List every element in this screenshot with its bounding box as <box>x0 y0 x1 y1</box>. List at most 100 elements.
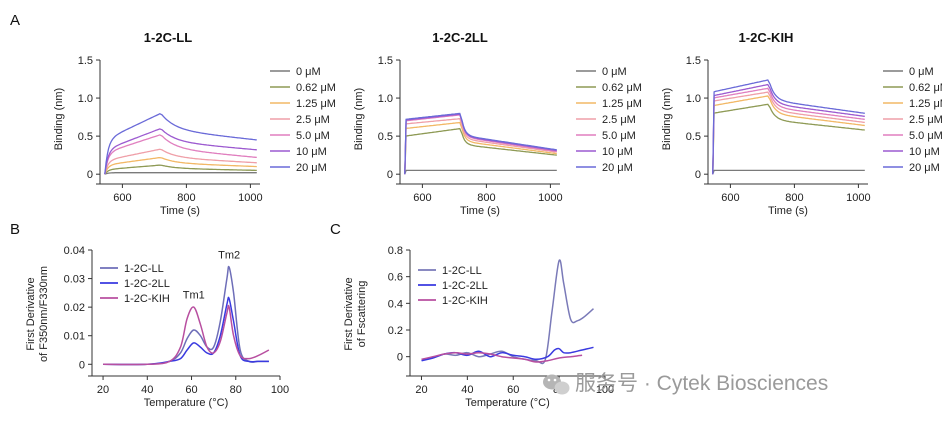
y-tick-label: 0.8 <box>388 245 403 257</box>
series-line-1-2c-2ll <box>103 296 269 366</box>
y-tick-label: 0.5 <box>378 131 393 143</box>
annotation-tm1: Tm1 <box>183 290 205 302</box>
x-tick-label: 100 <box>271 384 289 396</box>
y-tick-label: 1.0 <box>78 93 93 105</box>
x-tick-label: 800 <box>785 192 803 204</box>
legend-label: 1-2C-LL <box>124 263 164 275</box>
chart-1-2c-kih-binding: 0 0.5 1.0 1.5 600 800 1000 Time (s) Binding (nm)… <box>661 30 942 217</box>
legend-label: 2.5 μM <box>909 114 942 126</box>
watermark-text: 服务号 · Cytek Biosciences <box>575 372 828 395</box>
y-tick-label: 0 <box>79 359 85 371</box>
legend-label: 1-2C-KIH <box>124 293 170 305</box>
series-line-10M <box>404 113 557 175</box>
series-line-125M <box>712 95 865 175</box>
series-line-0M <box>712 169 865 175</box>
y-tick-label: 0.04 <box>64 245 85 257</box>
series-line-062M <box>404 127 557 175</box>
chart-title: 1-2C-KIH <box>739 30 794 45</box>
y-tick-label: 1.0 <box>378 93 393 105</box>
y-axis-label: Binding (nm) <box>53 88 65 150</box>
legend-label: 0.62 μM <box>296 82 336 94</box>
y-tick-label: 0.01 <box>64 331 85 343</box>
legend-label: 0.62 μM <box>909 82 942 94</box>
chart-title: 1-2C-LL <box>144 30 192 45</box>
y-tick-label: 1.0 <box>686 93 701 105</box>
legend-label: 10 μM <box>909 146 940 158</box>
x-tick-label: 100 <box>596 384 614 396</box>
series-line-50M <box>712 87 865 175</box>
x-tick-label: 40 <box>461 384 473 396</box>
legend-label: 0 μM <box>909 66 934 78</box>
series-line-20M <box>404 112 557 175</box>
legend-label: 0 μM <box>602 66 627 78</box>
y-tick-label: 0.4 <box>388 298 403 310</box>
y-tick-label: 1.5 <box>686 55 701 67</box>
x-tick-label: 800 <box>477 192 495 204</box>
legend-label: 20 μM <box>909 162 940 174</box>
legend-label: 1.25 μM <box>909 98 942 110</box>
axes <box>96 59 260 188</box>
panel-label-a: A <box>10 12 20 29</box>
series-line-125M <box>404 121 557 175</box>
x-tick-label: 1000 <box>238 192 262 204</box>
x-tick-label: 80 <box>230 384 242 396</box>
series-line-1-2c-kih <box>421 351 583 363</box>
y-axis-label-line2: of Fscattering <box>356 281 368 348</box>
legend-label: 1-2C-2LL <box>124 278 170 290</box>
legend-label: 1-2C-2LL <box>442 280 488 292</box>
series-line-10M <box>712 83 865 175</box>
legend-label: 0.62 μM <box>602 82 642 94</box>
x-tick-label: 600 <box>721 192 739 204</box>
legend-label: 2.5 μM <box>296 114 330 126</box>
axes <box>406 249 606 380</box>
y-tick-label: 0 <box>695 169 701 181</box>
y-axis-label: Binding (nm) <box>661 88 673 150</box>
legend-label: 20 μM <box>296 162 327 174</box>
x-tick-label: 1000 <box>538 192 562 204</box>
axes <box>396 59 560 188</box>
y-axis-label-line1: First Derivative <box>25 277 37 350</box>
series-line-0M <box>404 169 557 175</box>
x-tick-label: 20 <box>97 384 109 396</box>
x-tick-label: 40 <box>141 384 153 396</box>
axes <box>704 59 868 188</box>
chart-first-derivative-fluorescence: 0 0.01 0.02 0.03 0.04 20 40 60 80 100 Temperature … <box>25 245 289 409</box>
y-tick-label: 0.02 <box>64 302 85 314</box>
y-tick-label: 0.5 <box>78 131 93 143</box>
panel-label-c: C <box>330 221 341 238</box>
series-line-20M <box>104 112 257 175</box>
x-axis-label: Temperature (°C) <box>465 397 549 409</box>
series-line-062M <box>104 164 257 175</box>
y-tick-label: 0 <box>387 169 393 181</box>
legend-label: 2.5 μM <box>602 114 636 126</box>
series-line-0M <box>104 172 257 175</box>
legend-label: 1.25 μM <box>296 98 336 110</box>
y-tick-label: 0.6 <box>388 272 403 284</box>
series-line-125M <box>104 156 257 175</box>
x-tick-label: 60 <box>185 384 197 396</box>
chart-1-2c-ll-binding: 0 0.5 1.0 1.5 600 800 1000 Time (s) Binding (nm)… <box>53 30 336 217</box>
legend-label: 1.25 μM <box>602 98 642 110</box>
series-line-1-2c-ll <box>103 265 269 366</box>
x-axis-label: Time (s) <box>768 205 808 217</box>
x-tick-label: 60 <box>507 384 519 396</box>
x-axis-label: Temperature (°C) <box>144 397 228 409</box>
annotation-tm2: Tm2 <box>218 250 240 262</box>
series-line-20M <box>712 79 865 175</box>
x-axis-label: Time (s) <box>460 205 500 217</box>
y-axis-label: Binding (nm) <box>353 88 365 150</box>
legend-label: 10 μM <box>296 146 327 158</box>
chart-first-derivative-scattering: 00.20.40.60.820406080100Temperature (°C)… <box>343 245 614 409</box>
series-line-10M <box>104 128 257 175</box>
y-axis-label-line2: of F350nm/F330nm <box>38 266 50 362</box>
x-tick-label: 20 <box>415 384 427 396</box>
legend-label: 1-2C-LL <box>442 265 482 277</box>
legend-label: 20 μM <box>602 162 633 174</box>
x-tick-label: 800 <box>177 192 195 204</box>
legend-label: 1-2C-KIH <box>442 295 488 307</box>
legend-label: 5.0 μM <box>296 130 330 142</box>
legend-label: 10 μM <box>602 146 633 158</box>
x-tick-label: 600 <box>413 192 431 204</box>
panel-label-b: B <box>10 221 20 238</box>
